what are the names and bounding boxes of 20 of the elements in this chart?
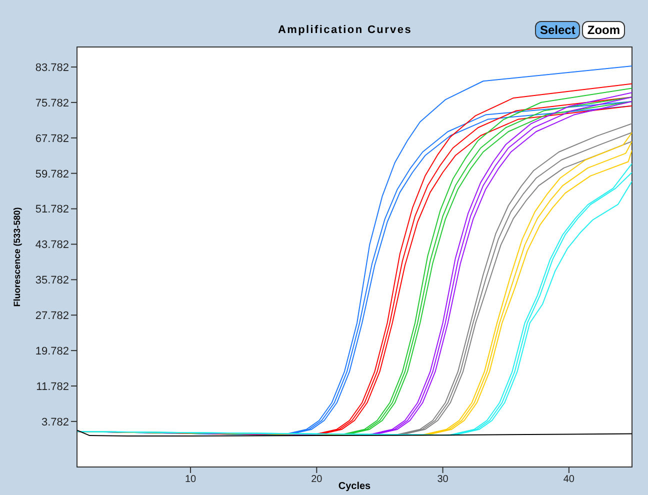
- x-tick-label: 20: [311, 474, 323, 486]
- y-axis-title: Fluorescence (533-580): [12, 207, 22, 307]
- y-tick-label: 75.782: [35, 97, 69, 110]
- y-tick-label: 83.782: [35, 62, 69, 74]
- x-tick-label: 40: [563, 474, 575, 486]
- x-tick-label: 10: [184, 474, 197, 486]
- y-tick-label: 59.782: [35, 168, 69, 180]
- x-axis-title: Cycles: [338, 481, 372, 492]
- text: Select: [535, 21, 580, 39]
- y-tick-label: 35.782: [35, 274, 69, 287]
- y-tick-label: 67.782: [35, 132, 69, 145]
- y-tick-label: 27.782: [35, 310, 69, 322]
- y-tick-label: 51.782: [35, 204, 69, 216]
- y-tick-label: 3.782: [41, 416, 69, 428]
- text: Zoom: [582, 21, 626, 39]
- y-tick-label: 43.782: [35, 239, 69, 252]
- chart-title: Amplification Curves: [278, 24, 412, 36]
- y-tick-label: 11.782: [36, 380, 69, 393]
- y-tick-label: 19.782: [35, 345, 69, 358]
- x-tick-label: 30: [437, 474, 449, 486]
